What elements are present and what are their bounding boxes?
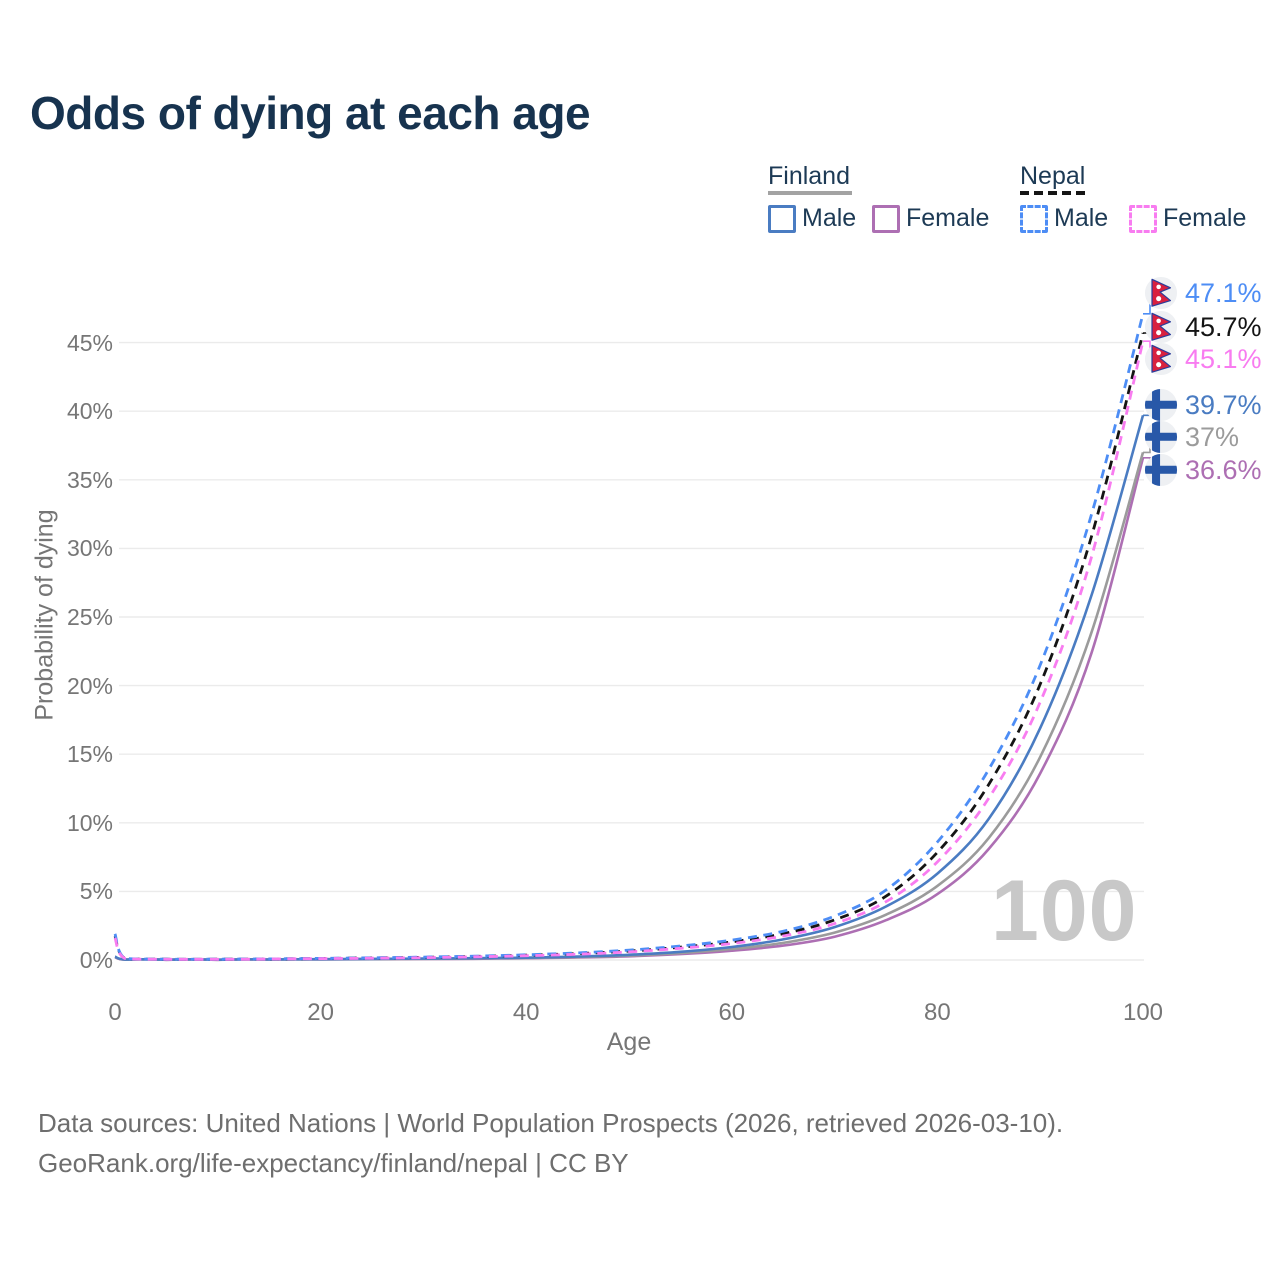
legend-item-label: Male — [802, 204, 857, 232]
end-label-nepal-all: 45.7% — [1144, 310, 1262, 344]
x-tick-label: 100 — [1122, 999, 1164, 1026]
footer-attribution: GeoRank.org/life-expectancy/finland/nepa… — [38, 1148, 629, 1178]
legend-solid-line-sample — [768, 191, 852, 195]
y-tick-label: 35% — [66, 466, 113, 493]
nepal-flag-icon — [1144, 342, 1178, 376]
legend-item-nepal-female[interactable]: Female — [1129, 204, 1246, 233]
age-watermark: 100 — [991, 863, 1138, 959]
legend-swatch-dashed — [1129, 204, 1157, 233]
end-label-value: 36.6% — [1185, 454, 1262, 485]
y-tick-label: 25% — [66, 604, 113, 630]
y-tick-label: 30% — [66, 535, 113, 562]
y-tick-label: 5% — [79, 878, 113, 905]
y-tick-label: 15% — [66, 741, 113, 768]
y-tick-label: 0% — [79, 947, 113, 973]
legend-dashed-line-sample — [1020, 191, 1086, 195]
x-tick-label: 0 — [108, 999, 122, 1026]
series-line-finland-female — [114, 457, 1145, 962]
end-label-value: 45.1% — [1185, 343, 1262, 374]
legend-group-finland: Finland — [768, 162, 850, 190]
finland-flag-icon — [1144, 388, 1178, 422]
nepal-flag-icon — [1144, 310, 1178, 344]
end-label-nepal-female: 45.1% — [1144, 342, 1262, 376]
series-line-nepal-female — [113, 340, 1145, 961]
series-line-finland-male — [114, 414, 1145, 962]
y-tick-label: 20% — [66, 672, 113, 699]
page-title: Odds of dying at each age — [30, 87, 591, 139]
legend-item-nepal-male[interactable]: Male — [1020, 204, 1108, 233]
end-label-value: 47.1% — [1185, 277, 1262, 308]
x-tick-label: 80 — [924, 999, 951, 1026]
footer-data-sources: Data sources: United Nations | World Pop… — [38, 1108, 1064, 1138]
end-label-nepal-male: 47.1% — [1144, 276, 1262, 310]
legend-swatch-solid — [872, 204, 900, 233]
legend-swatch-solid — [768, 204, 796, 233]
legend-group-nepal: Nepal — [1020, 162, 1086, 190]
x-tick-label: 40 — [512, 999, 540, 1026]
legend-item-label: Female — [1163, 204, 1247, 232]
finland-flag-icon — [1144, 420, 1178, 454]
nepal-flag-icon — [1144, 276, 1178, 310]
end-label-value: 45.7% — [1185, 311, 1262, 342]
y-tick-label: 10% — [66, 809, 113, 836]
end-label-finland-all: 37% — [1144, 420, 1239, 454]
x-tick-label: 20 — [307, 999, 334, 1026]
end-label-value: 37% — [1185, 421, 1240, 452]
legend-item-finland-female[interactable]: Female — [872, 204, 989, 233]
y-axis-title: Probability of dying — [30, 509, 59, 721]
series-line-nepal-all — [113, 332, 1145, 961]
series-line-finland-all — [114, 452, 1145, 962]
legend-swatch-dashed — [1020, 204, 1048, 233]
end-label-finland-male: 39.7% — [1144, 388, 1262, 422]
y-tick-label: 45% — [66, 329, 113, 356]
end-label-finland-female: 36.6% — [1144, 453, 1262, 487]
legend-item-label: Male — [1054, 204, 1109, 232]
finland-flag-icon — [1144, 453, 1178, 487]
x-axis-title: Age — [606, 1028, 652, 1056]
end-label-value: 39.7% — [1185, 389, 1262, 420]
series-line-nepal-male — [113, 313, 1145, 961]
legend-item-label: Female — [906, 204, 990, 232]
y-tick-label: 40% — [66, 398, 113, 425]
x-tick-label: 60 — [718, 999, 746, 1026]
legend-item-finland-male[interactable]: Male — [768, 204, 856, 233]
